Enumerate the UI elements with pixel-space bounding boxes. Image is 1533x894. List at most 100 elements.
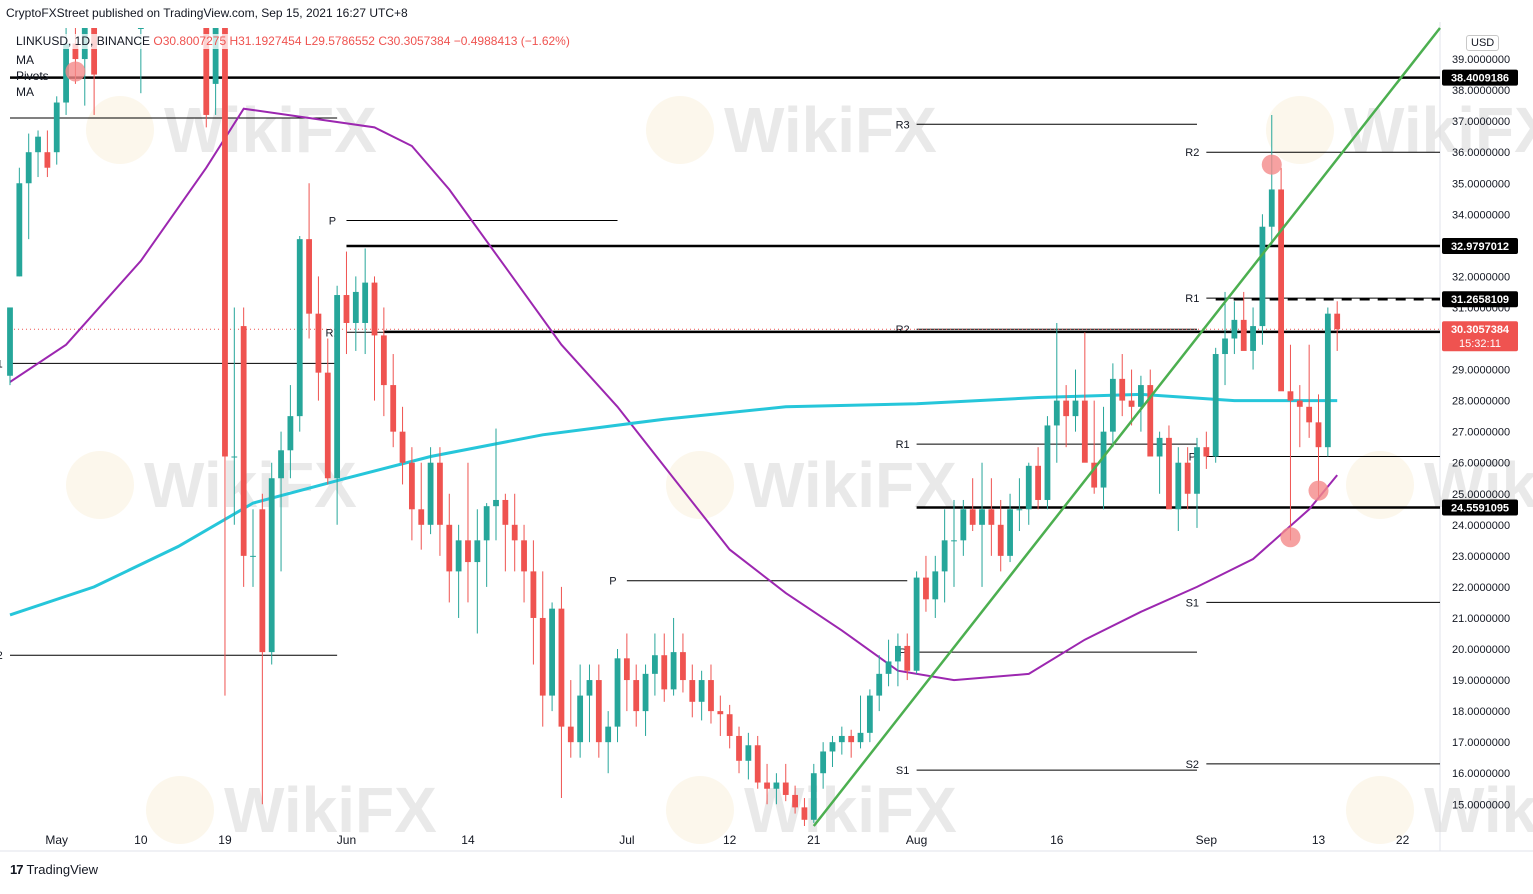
candle[interactable] xyxy=(838,726,845,755)
candle[interactable] xyxy=(231,307,238,525)
legend-pivots[interactable]: Pivots xyxy=(16,69,49,83)
candle[interactable] xyxy=(895,633,901,687)
candle[interactable] xyxy=(259,493,266,805)
candle[interactable] xyxy=(278,431,284,572)
candle[interactable] xyxy=(1156,431,1163,494)
legend-ma-1[interactable]: MA xyxy=(16,53,34,67)
candle[interactable] xyxy=(913,571,920,674)
candle[interactable] xyxy=(876,655,883,712)
candle[interactable] xyxy=(792,785,798,814)
candle[interactable] xyxy=(661,633,668,702)
candle[interactable] xyxy=(857,695,864,749)
candle[interactable] xyxy=(1250,307,1256,370)
candle[interactable] xyxy=(689,664,696,718)
candle[interactable] xyxy=(1231,301,1238,355)
candle[interactable] xyxy=(465,462,471,603)
candle[interactable] xyxy=(1184,447,1191,510)
candle[interactable] xyxy=(586,664,593,743)
candle[interactable] xyxy=(1315,394,1322,497)
candle[interactable] xyxy=(1128,369,1135,426)
candle[interactable] xyxy=(296,236,303,432)
candle[interactable] xyxy=(1175,447,1182,532)
candle[interactable] xyxy=(380,307,387,417)
footer[interactable]: 17 TradingView xyxy=(10,862,98,877)
candle[interactable] xyxy=(539,571,546,727)
candle[interactable] xyxy=(577,664,584,758)
legend-ma-2[interactable]: MA xyxy=(16,85,34,99)
candle[interactable] xyxy=(1166,425,1172,510)
candle[interactable] xyxy=(567,680,574,758)
candle[interactable] xyxy=(829,735,836,768)
candle[interactable] xyxy=(652,633,658,696)
candle[interactable] xyxy=(988,478,995,556)
candle[interactable] xyxy=(371,276,378,401)
candle[interactable] xyxy=(726,704,733,749)
candle[interactable] xyxy=(1222,291,1228,386)
candle[interactable] xyxy=(446,493,453,603)
candle[interactable] xyxy=(1007,493,1013,563)
candle[interactable] xyxy=(773,773,780,805)
candle[interactable] xyxy=(7,307,13,386)
candle[interactable] xyxy=(35,130,41,178)
candle[interactable] xyxy=(951,499,957,587)
candle[interactable] xyxy=(1240,291,1247,351)
candle[interactable] xyxy=(1296,385,1303,448)
candle[interactable] xyxy=(717,695,724,736)
candle[interactable] xyxy=(493,428,499,541)
candle[interactable] xyxy=(502,493,509,572)
candle[interactable] xyxy=(820,742,827,789)
candle[interactable] xyxy=(754,735,761,789)
candle[interactable] xyxy=(960,499,967,556)
candle[interactable] xyxy=(698,670,705,721)
candle[interactable] xyxy=(399,406,406,485)
candle[interactable] xyxy=(1334,301,1341,351)
candle[interactable] xyxy=(801,798,808,826)
candle[interactable] xyxy=(745,732,752,780)
candle[interactable] xyxy=(1287,344,1294,541)
candle[interactable] xyxy=(25,133,32,240)
candle[interactable] xyxy=(1324,307,1331,457)
candle[interactable] xyxy=(1259,214,1266,345)
candle[interactable] xyxy=(1268,114,1275,246)
candle[interactable] xyxy=(362,248,369,355)
candle[interactable] xyxy=(474,509,481,634)
candle[interactable] xyxy=(268,462,275,665)
candle[interactable] xyxy=(306,183,312,339)
candle[interactable] xyxy=(16,167,23,277)
candle[interactable] xyxy=(521,524,527,603)
candle[interactable] xyxy=(614,649,621,743)
candle[interactable] xyxy=(848,729,855,758)
candle[interactable] xyxy=(427,447,434,535)
candle[interactable] xyxy=(595,664,602,758)
candle[interactable] xyxy=(1119,354,1126,417)
candle[interactable] xyxy=(979,462,985,587)
candle[interactable] xyxy=(1109,363,1116,448)
candle[interactable] xyxy=(923,555,929,612)
candle[interactable] xyxy=(764,763,770,805)
candle[interactable] xyxy=(437,447,443,556)
candle[interactable] xyxy=(315,276,322,401)
candle[interactable] xyxy=(343,251,350,355)
candle[interactable] xyxy=(1063,385,1070,448)
candle[interactable] xyxy=(736,726,742,774)
candle[interactable] xyxy=(418,462,425,550)
candle[interactable] xyxy=(1147,369,1154,457)
candle[interactable] xyxy=(866,689,873,743)
candle[interactable] xyxy=(708,664,714,724)
candle[interactable] xyxy=(1016,478,1023,532)
candle[interactable] xyxy=(408,447,415,541)
candle[interactable] xyxy=(530,540,537,665)
candle[interactable] xyxy=(1053,322,1060,463)
candle[interactable] xyxy=(1044,416,1051,510)
candle[interactable] xyxy=(904,633,911,681)
candle[interactable] xyxy=(1278,167,1285,392)
candle[interactable] xyxy=(642,664,649,736)
candle[interactable] xyxy=(511,493,518,572)
candle[interactable] xyxy=(680,633,686,693)
candle[interactable] xyxy=(1138,375,1144,432)
candle[interactable] xyxy=(1212,347,1219,463)
candle[interactable] xyxy=(44,130,51,178)
candle[interactable] xyxy=(1306,344,1313,438)
